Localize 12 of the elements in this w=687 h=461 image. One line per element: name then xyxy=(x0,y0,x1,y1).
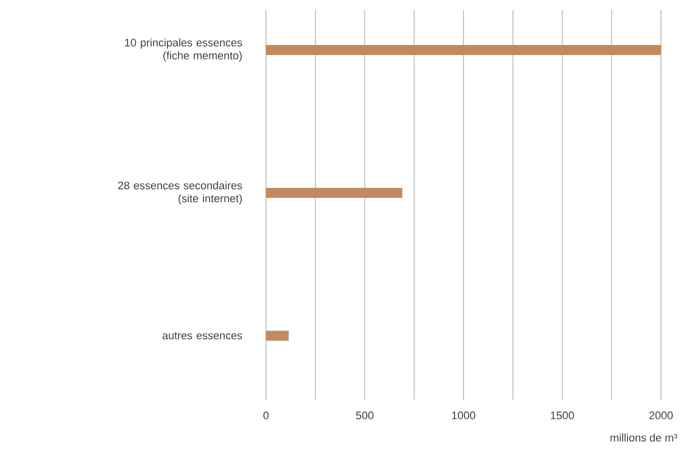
x-tick-label: 1000 xyxy=(452,412,476,420)
x-axis-title: millions de m³ xyxy=(610,434,678,442)
x-tick-label: 500 xyxy=(356,412,374,420)
x-tick-label: 0 xyxy=(263,412,269,420)
bar xyxy=(266,45,662,55)
bar xyxy=(266,330,289,341)
x-tick-label: 1500 xyxy=(550,412,574,420)
x-tick-label: 2000 xyxy=(649,412,673,420)
y-tick-label: 28 essences secondaires (site internet) xyxy=(118,181,242,204)
y-tick-label: autres essences xyxy=(162,332,242,340)
y-tick-label: 10 principales essences (fiche memento) xyxy=(125,38,242,62)
bar xyxy=(266,188,402,198)
